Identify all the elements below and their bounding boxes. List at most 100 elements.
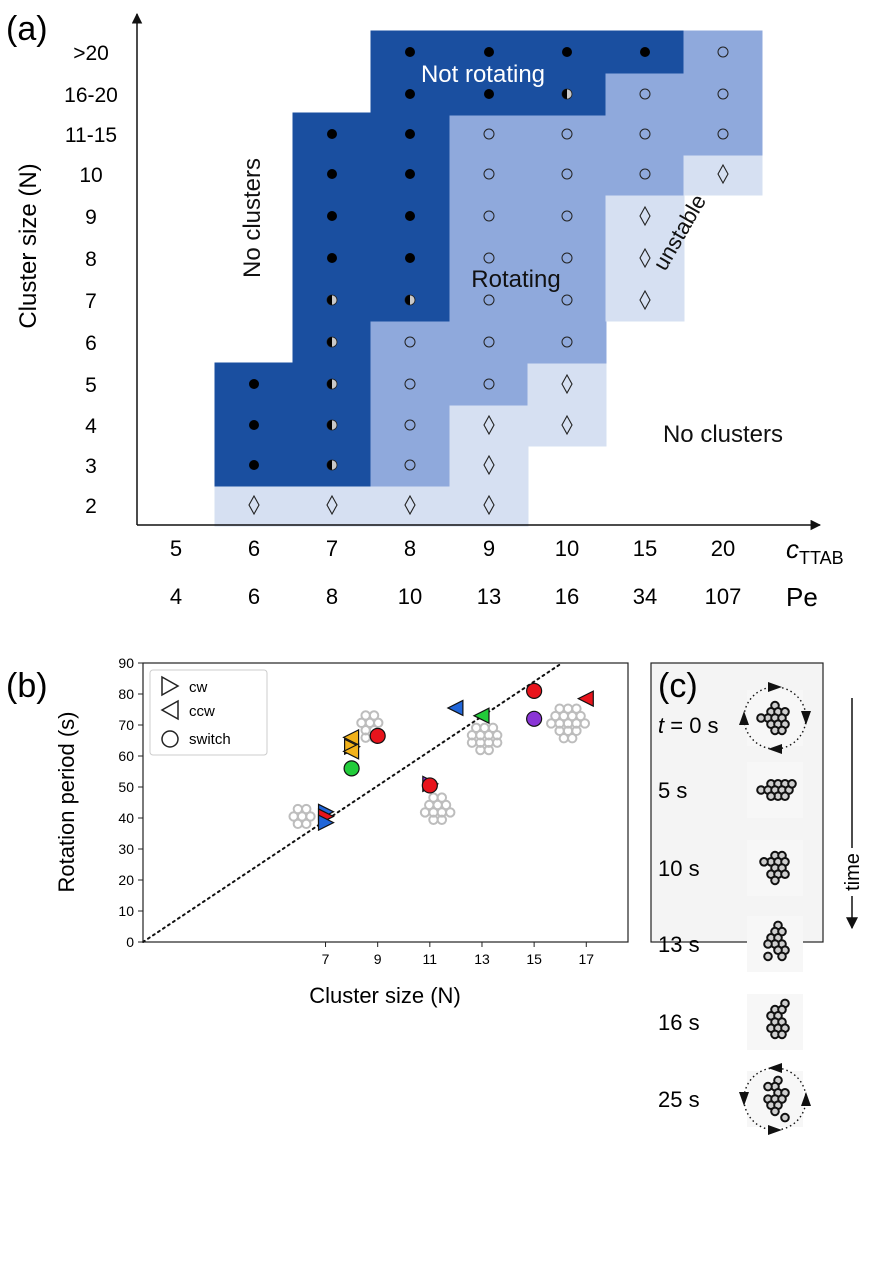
marker-not-rotating <box>249 379 259 389</box>
marker-rotating <box>561 128 573 140</box>
a-y-tick-label: 8 <box>85 248 97 271</box>
marker-not-rotating <box>562 47 572 57</box>
a-pe-value: 10 <box>398 584 422 609</box>
heatmap-cell <box>527 362 607 406</box>
heatmap-cell <box>370 403 450 447</box>
label-no-clusters-left: No clusters <box>239 158 266 278</box>
marker-half <box>326 419 338 431</box>
marker-not-rotating <box>327 169 337 179</box>
time-label: time <box>842 853 864 891</box>
a-pe-value: 107 <box>705 584 742 609</box>
heatmap-cell <box>605 72 685 116</box>
panel-c: (c) 5 s 10 s 13 s 16 s 25 s t = 0 s time <box>650 662 866 1135</box>
marker-rotating <box>483 378 495 390</box>
panel-label-a: (a) <box>6 10 48 48</box>
marker-unstable <box>639 289 651 311</box>
marker-rotating <box>404 419 416 431</box>
heatmap-cell <box>370 443 450 487</box>
a-y-tick-label: 10 <box>79 164 102 187</box>
heatmap-cell <box>449 403 529 447</box>
heatmap-cell <box>605 236 685 280</box>
a-y-tick-label: 5 <box>85 374 97 397</box>
label-no-clusters-right: No clusters <box>663 421 783 448</box>
marker-not-rotating <box>405 47 415 57</box>
heatmap-cell <box>370 483 450 527</box>
marker-unstable <box>717 163 729 185</box>
marker-not-rotating <box>405 169 415 179</box>
marker-half <box>326 378 338 390</box>
point-switch <box>421 777 438 794</box>
marker-not-rotating <box>405 129 415 139</box>
heatmap-cell <box>449 362 529 406</box>
marker-rotating <box>561 252 573 264</box>
heatmap-cell <box>527 152 607 196</box>
a-y-tick-label: 2 <box>85 495 97 518</box>
legend-box <box>149 669 268 756</box>
marker-half <box>561 88 573 100</box>
marker-rotating <box>483 336 495 348</box>
cluster-illustration <box>466 722 503 756</box>
c-cluster-frame <box>739 682 811 754</box>
marker-rotating <box>404 378 416 390</box>
marker-not-rotating <box>405 253 415 263</box>
heatmap-cell <box>449 236 529 280</box>
heatmap-cell <box>527 403 607 447</box>
a-x-tick-label: 5 <box>170 536 182 561</box>
marker-rotating <box>717 128 729 140</box>
a-y-tick-label: 6 <box>85 332 97 355</box>
heatmap-cell <box>527 320 607 364</box>
point-ccw <box>472 707 490 725</box>
marker-rotating <box>717 46 729 58</box>
marker-rotating <box>404 336 416 348</box>
c-cluster-frame <box>739 1063 811 1135</box>
heatmap-cell <box>605 152 685 196</box>
a-y-tick-label: 3 <box>85 455 97 478</box>
marker-unstable <box>483 494 495 516</box>
marker-not-rotating <box>327 211 337 221</box>
b-y-tick-label: 70 <box>118 717 134 733</box>
a-y-tick-labels: 2 3 4 5 6 7 8 9 10 11-15 16-20 >20 <box>64 42 118 518</box>
marker-rotating <box>639 128 651 140</box>
b-x-tick-label: 15 <box>526 951 542 967</box>
marker-not-rotating <box>484 47 494 57</box>
heatmap-cell <box>527 112 607 156</box>
marker-half <box>326 459 338 471</box>
a-pe-value: 13 <box>477 584 501 609</box>
a-x-tick-label: 7 <box>326 536 338 561</box>
b-y-tick-label: 10 <box>118 903 134 919</box>
rotation-arrow-icon <box>801 711 811 725</box>
heatmap-cell <box>683 30 763 74</box>
marker-rotating <box>483 252 495 264</box>
panel-b: (b) 0 10 20 30 40 50 60 70 80 90 7 9 11 13 15 17 cw cc… <box>6 655 629 1008</box>
cluster-illustration <box>546 703 591 744</box>
scatter-points <box>317 682 594 832</box>
b-y-tick-label: 60 <box>118 748 134 764</box>
point-ccw <box>342 742 360 760</box>
a-y-tick-label: 11-15 <box>65 124 117 147</box>
marker-not-rotating <box>405 211 415 221</box>
heatmap-cell <box>683 112 763 156</box>
heatmap-cell <box>449 278 529 322</box>
marker-rotating <box>717 88 729 100</box>
c-frame-label: 10 s <box>658 856 700 881</box>
marker-rotating <box>483 128 495 140</box>
c-time-frames: 5 s 10 s 13 s 16 s 25 s <box>658 682 811 1135</box>
marker-unstable <box>483 454 495 476</box>
legend-switch-label: switch <box>189 731 231 748</box>
rotation-arrow-icon <box>768 744 782 754</box>
heatmap-cell <box>370 362 450 406</box>
point-switch <box>526 682 543 700</box>
label-rotating: Rotating <box>471 266 560 293</box>
marker-rotating <box>483 294 495 306</box>
heatmap-cell <box>605 194 685 238</box>
a-pe-label: Pe <box>786 582 818 612</box>
marker-not-rotating <box>640 47 650 57</box>
heatmap-cell <box>449 112 529 156</box>
point-ccw <box>576 690 594 708</box>
a-pe-labels: 4 6 8 10 13 16 34 107 <box>170 584 741 609</box>
panel-label-b: (b) <box>6 667 48 705</box>
b-x-tick-label: 13 <box>474 951 490 967</box>
rotation-arrow-icon <box>768 682 782 692</box>
a-x-name: cTTAB <box>786 534 844 568</box>
